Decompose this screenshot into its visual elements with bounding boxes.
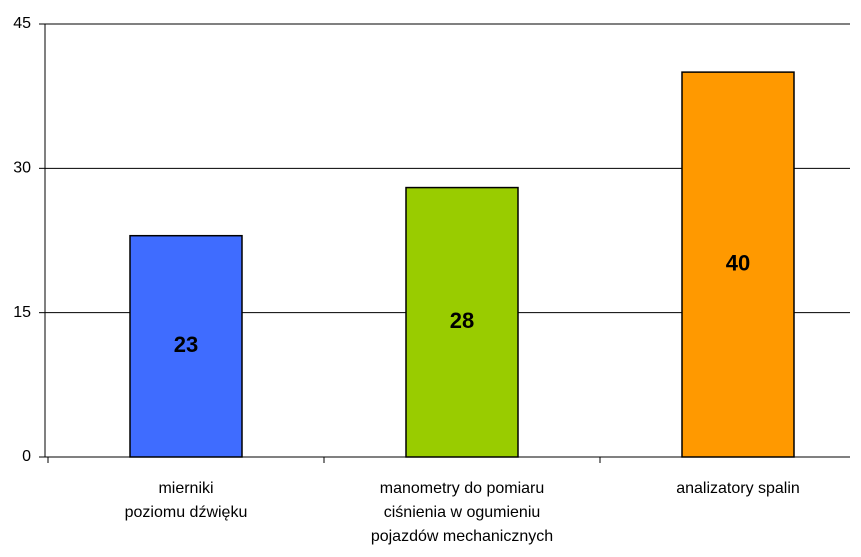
x-tick-label: analizatory spalin: [676, 480, 800, 497]
bar: [681, 71, 795, 458]
bar: [129, 234, 243, 458]
y-tick-label: 30: [13, 160, 31, 177]
data-label: 40: [726, 250, 750, 275]
x-tick-label: manometry do pomiaru ciśnienia w ogumien…: [370, 480, 554, 545]
data-label: 28: [450, 308, 474, 333]
y-tick-label: 15: [13, 304, 31, 321]
x-tick-label: mierniki poziomu dźwięku: [124, 480, 248, 521]
y-tick-label: 0: [22, 448, 31, 465]
data-label: 23: [174, 332, 198, 357]
y-tick-label: 45: [13, 15, 31, 32]
bar: [405, 186, 519, 458]
